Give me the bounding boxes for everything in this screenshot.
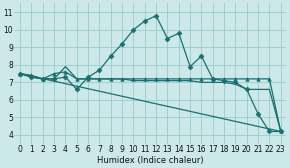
X-axis label: Humidex (Indice chaleur): Humidex (Indice chaleur)	[97, 156, 204, 164]
